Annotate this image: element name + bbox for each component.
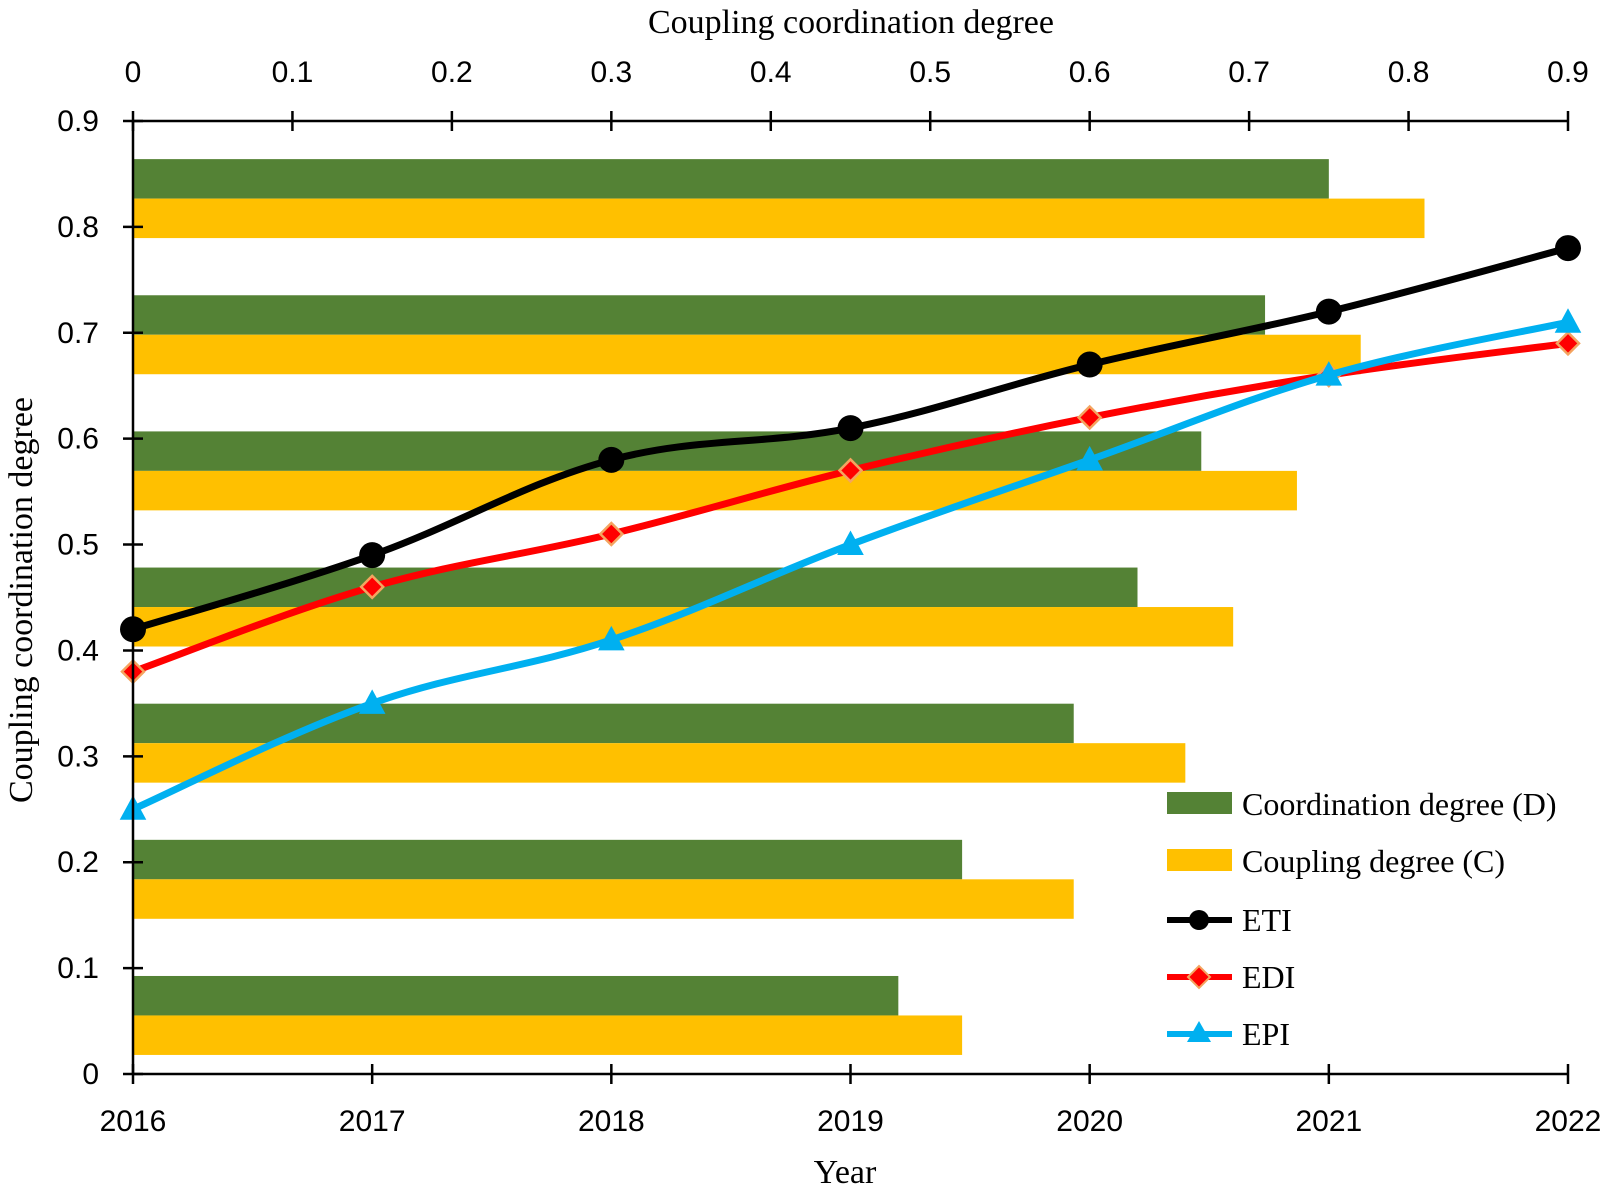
bar-coordination-2021	[133, 295, 1266, 335]
top-tick-label-0.1: 0.1	[272, 56, 314, 89]
bars-layer	[133, 159, 1425, 1055]
point-edi-2019	[837, 457, 864, 484]
left-tick-label-0.7: 0.7	[57, 317, 99, 350]
bar-coupling-2022	[133, 198, 1425, 239]
left-tick-label-0.1: 0.1	[57, 952, 99, 985]
top-tick-label-0.8: 0.8	[1388, 56, 1430, 89]
legend-label-coupling: Coupling degree (C)	[1242, 843, 1505, 879]
point-epi-2019	[837, 530, 864, 556]
point-edi-2017	[359, 574, 385, 600]
bottom-axis-title: Year	[814, 1154, 877, 1191]
bar-coordination-2018	[133, 703, 1074, 744]
top-tick-label-0.5: 0.5	[909, 56, 951, 89]
point-edi-2022	[1555, 330, 1581, 357]
left-axis-title: Coupling coordination degree	[3, 397, 40, 803]
point-eti-2021	[1315, 298, 1342, 325]
top-tick-label-0.9: 0.9	[1547, 56, 1589, 89]
legend-label-eti: ETI	[1242, 902, 1292, 938]
bar-coordination-2016	[133, 975, 899, 1016]
bottom-tick-label-2017: 2017	[339, 1105, 406, 1138]
bar-coordination-2019	[133, 567, 1138, 608]
top-tick-label-0.3: 0.3	[590, 56, 632, 89]
bottom-tick-label-2016: 2016	[100, 1105, 167, 1138]
bar-coupling-2021	[133, 334, 1361, 375]
legend-label-epi: EPI	[1242, 1016, 1290, 1052]
bar-coupling-2018	[133, 743, 1186, 783]
point-edi-2020	[1076, 404, 1103, 431]
legend-swatch-coordination	[1167, 792, 1232, 814]
top-tick-label-0: 0	[125, 56, 142, 89]
bottom-tick-label-2018: 2018	[578, 1105, 645, 1138]
bottom-tick-label-2019: 2019	[817, 1105, 884, 1138]
left-tick-label-0.4: 0.4	[57, 634, 99, 667]
point-epi-2017	[358, 689, 386, 714]
legend-swatch-coupling	[1167, 849, 1232, 871]
bottom-tick-label-2021: 2021	[1295, 1105, 1362, 1138]
left-tick-label-0.2: 0.2	[57, 846, 99, 879]
left-tick-label-0.3: 0.3	[57, 740, 99, 773]
top-tick-label-0.4: 0.4	[750, 56, 792, 89]
top-axis-title: Coupling coordination degree	[648, 4, 1054, 41]
ticks-layer: 0 0.1 0.2 0.3 0.4 0.5 0.6 0.7 0.8 0.9 0 0.1 0.2 0.3 0.…	[57, 56, 1601, 1138]
left-tick-label-0.9: 0.9	[57, 105, 99, 138]
legend: Coordination degree (D) Coupling degree …	[1167, 786, 1557, 1052]
legend-label-coordination: Coordination degree (D)	[1242, 786, 1557, 822]
left-tick-label-0: 0	[82, 1058, 99, 1091]
left-tick-label-0.6: 0.6	[57, 423, 99, 456]
top-tick-label-0.6: 0.6	[1069, 56, 1111, 89]
bar-coupling-2016	[133, 1015, 963, 1055]
point-epi-2020	[1076, 445, 1103, 471]
lines-layer	[119, 235, 1582, 820]
bar-coordination-2017	[133, 839, 963, 880]
left-tick-label-0.5: 0.5	[57, 529, 99, 562]
left-tick-label-0.8: 0.8	[57, 211, 99, 244]
legend-marker-epi	[1187, 1021, 1211, 1042]
point-eti-2019	[837, 415, 864, 442]
top-tick-label-0.2: 0.2	[431, 56, 473, 89]
bar-coupling-2017	[133, 879, 1074, 919]
legend-marker-eti	[1189, 910, 1209, 930]
legend-marker-edi	[1186, 964, 1212, 990]
bottom-tick-label-2022: 2022	[1535, 1105, 1602, 1138]
point-epi-2022	[1554, 308, 1582, 333]
point-epi-2018	[598, 625, 625, 651]
bar-coordination-2022	[133, 159, 1329, 199]
point-eti-2018	[598, 446, 625, 473]
point-eti-2017	[359, 542, 386, 569]
legend-label-edi: EDI	[1242, 959, 1295, 995]
top-tick-label-0.7: 0.7	[1228, 56, 1270, 89]
point-eti-2022	[1555, 235, 1581, 262]
point-edi-2018	[598, 521, 625, 547]
point-eti-2020	[1076, 351, 1103, 378]
point-epi-2021	[1315, 361, 1343, 386]
bottom-tick-label-2020: 2020	[1056, 1105, 1123, 1138]
